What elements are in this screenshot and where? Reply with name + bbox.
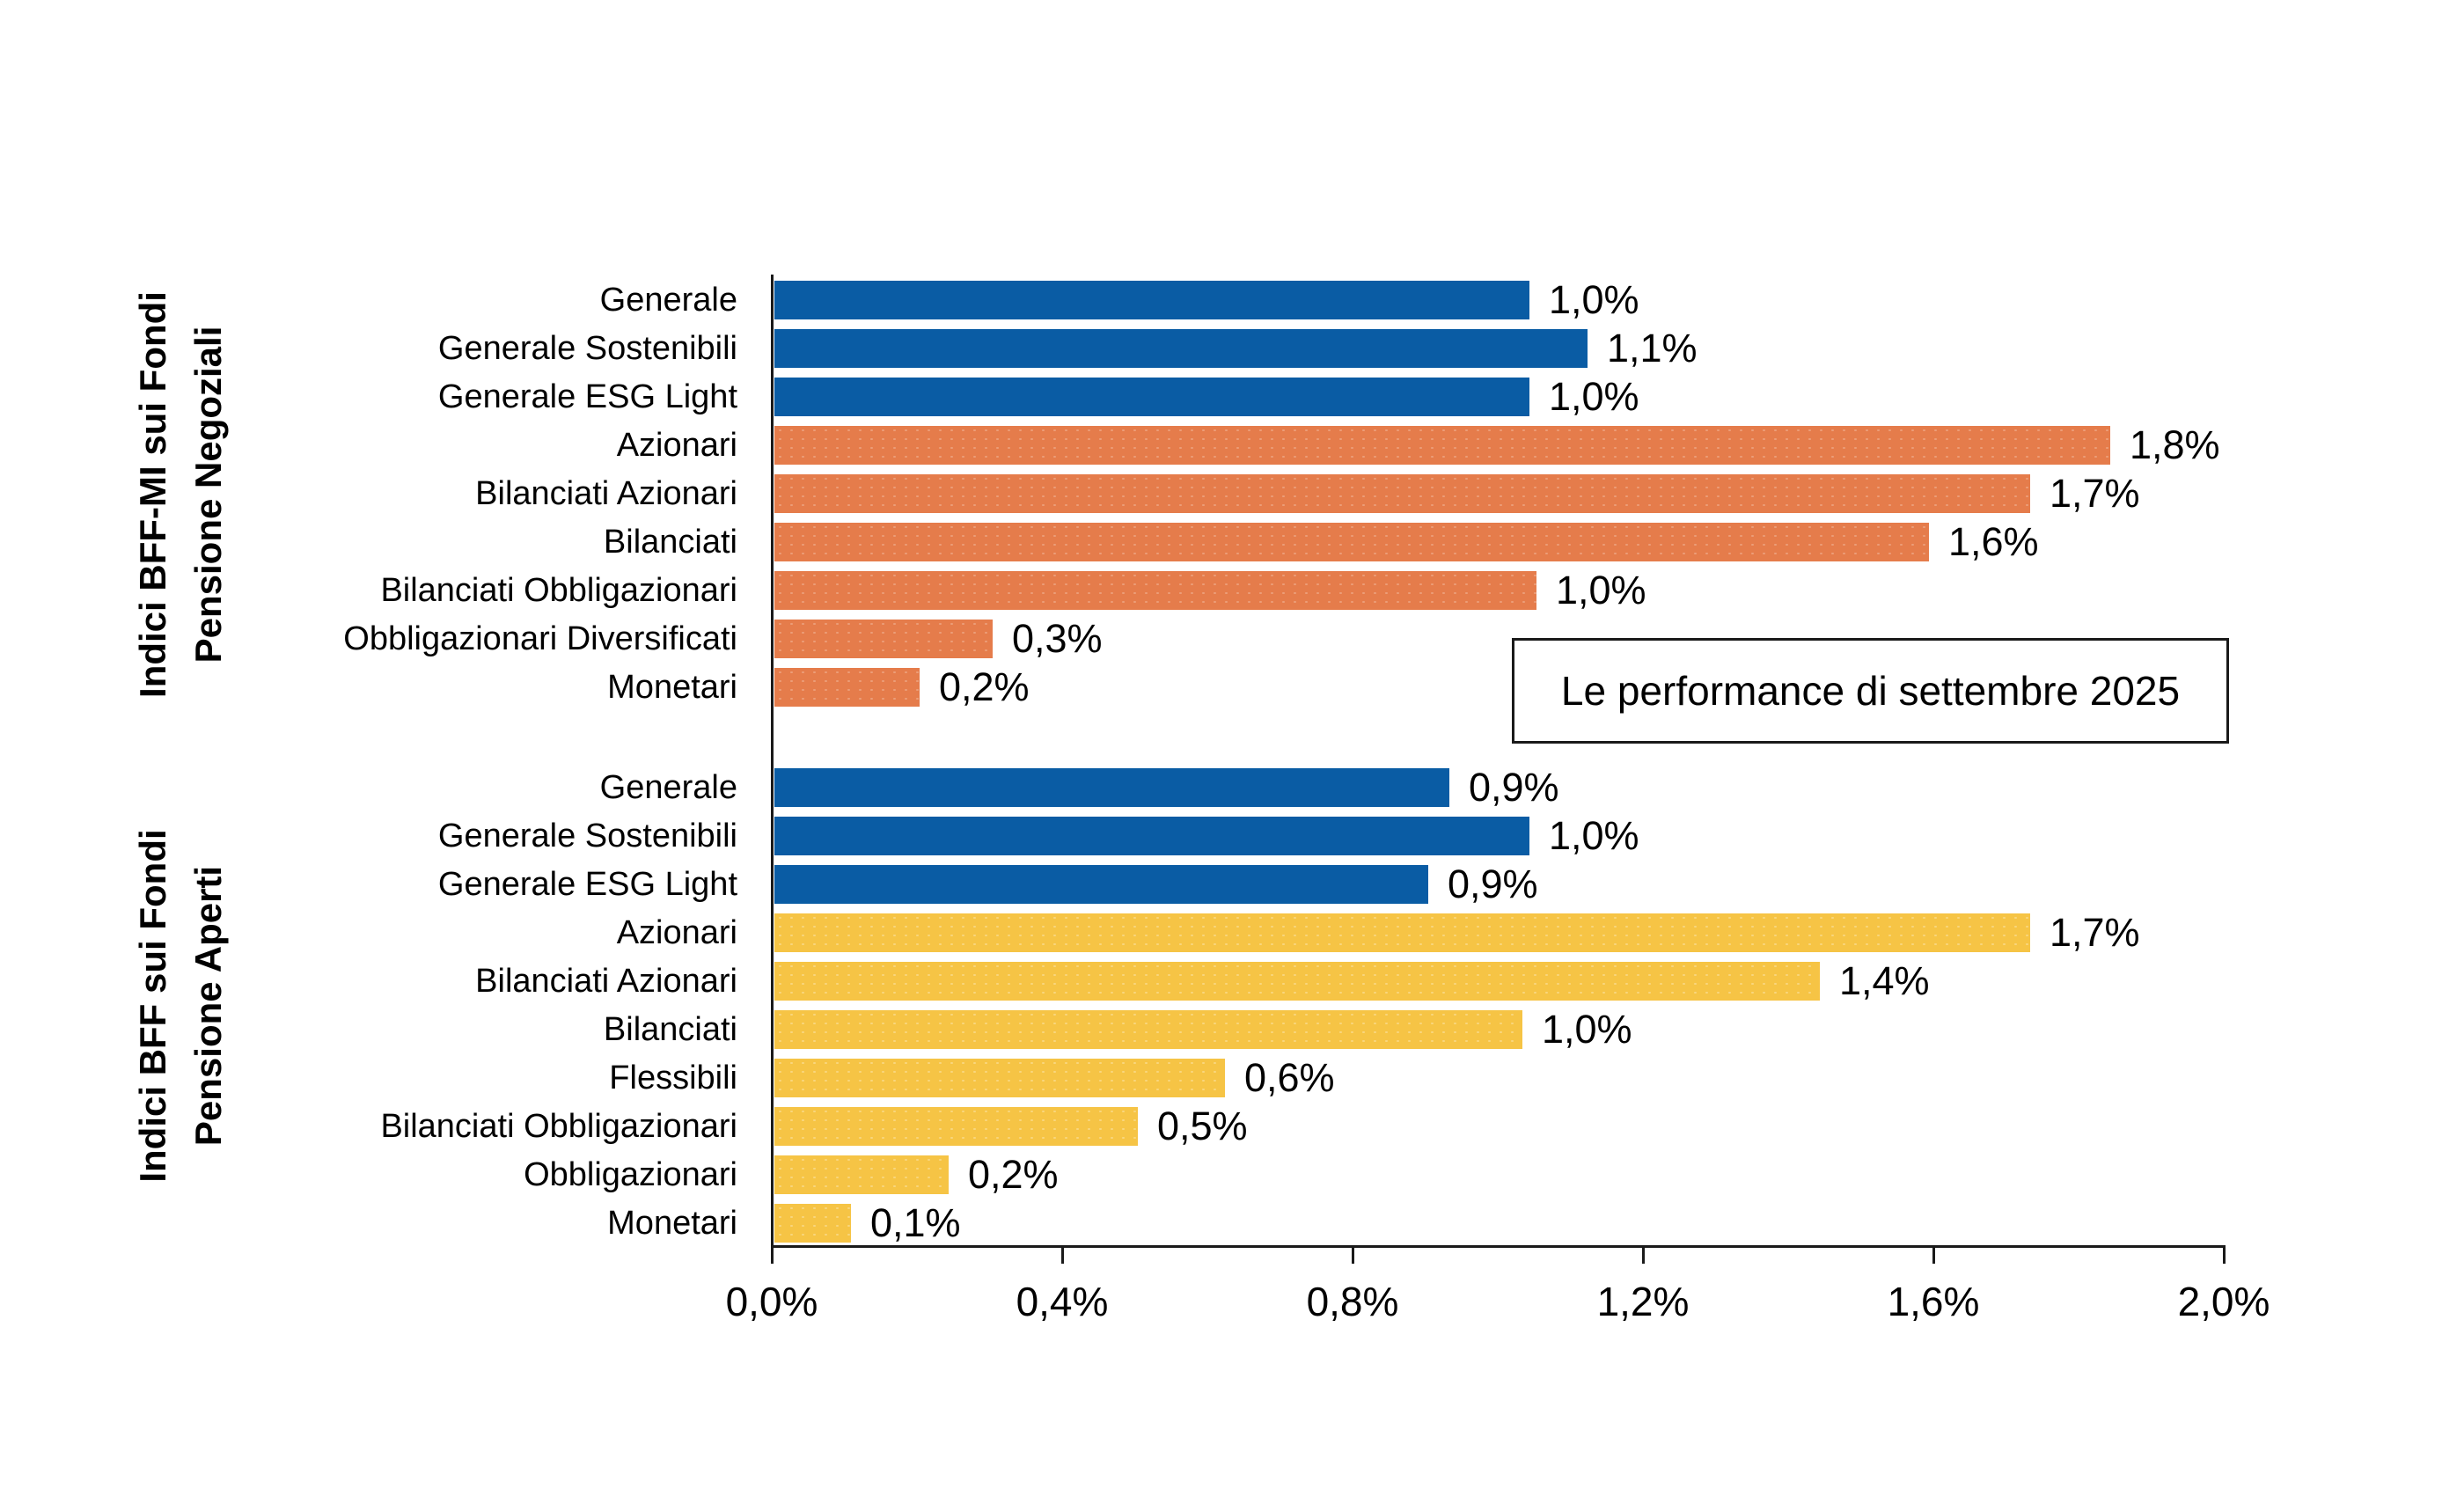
value-label: 1,6% [1948, 519, 2039, 564]
bar [774, 378, 1529, 416]
bar [774, 1155, 949, 1194]
value-label: 0,3% [1012, 616, 1103, 661]
category-label: Flessibili [609, 1060, 737, 1096]
category-label: Bilanciati Azionari [475, 963, 737, 1000]
value-label: 0,2% [968, 1152, 1059, 1197]
category-label: Monetari [607, 1205, 737, 1242]
value-label: 1,0% [1542, 1007, 1632, 1052]
x-axis-tick-label: 2,0% [2177, 1279, 2270, 1324]
value-label: 0,5% [1157, 1104, 1248, 1148]
bar [774, 865, 1428, 904]
category-label: Generale ESG Light [437, 866, 737, 903]
value-label: 0,9% [1469, 765, 1559, 810]
category-label: Bilanciati Obbligazionari [380, 572, 737, 609]
category-label: Bilanciati Obbligazionari [380, 1108, 737, 1145]
value-label: 0,6% [1244, 1055, 1335, 1100]
bar [774, 523, 1929, 561]
x-axis-tick-label: 1,2% [1596, 1279, 1690, 1324]
value-label: 1,0% [1556, 568, 1646, 612]
x-axis-tick [771, 1248, 774, 1264]
category-label: Obbligazionari Diversificati [343, 620, 737, 657]
x-axis-tick-label: 0,4% [1016, 1279, 1109, 1324]
bar [774, 329, 1588, 368]
category-label: Monetari [607, 669, 737, 706]
category-label: Azionari [616, 914, 737, 951]
value-label: 0,2% [939, 664, 1030, 709]
bar [774, 962, 1820, 1001]
value-label: 0,9% [1448, 862, 1538, 906]
value-label: 1,0% [1549, 277, 1639, 322]
bar [774, 817, 1529, 855]
y-axis-line [771, 275, 774, 1248]
value-label: 1,4% [1839, 958, 1930, 1003]
category-label: Generale ESG Light [437, 378, 737, 415]
bar [774, 571, 1536, 610]
x-axis-tick-label: 0,0% [725, 1279, 818, 1324]
value-label: 1,8% [2130, 422, 2220, 467]
bar [774, 913, 2030, 952]
category-label: Bilanciati [603, 1011, 737, 1048]
bar [774, 1204, 851, 1243]
category-label: Azionari [616, 427, 737, 464]
value-label: 1,1% [1607, 326, 1698, 370]
value-label: 1,7% [2050, 471, 2140, 516]
x-axis-tick [1642, 1248, 1645, 1264]
x-axis-tick-label: 0,8% [1306, 1279, 1399, 1324]
x-axis-tick [1061, 1248, 1064, 1264]
x-axis-line [771, 1245, 2226, 1248]
value-label: 0,1% [870, 1200, 961, 1245]
bar [774, 1010, 1522, 1049]
bar [774, 668, 920, 707]
category-label: Obbligazionari [524, 1156, 737, 1193]
category-label: Generale Sostenibili [437, 818, 737, 854]
bar [774, 281, 1529, 319]
category-label: Generale [599, 282, 737, 319]
value-label: 1,0% [1549, 813, 1639, 858]
category-label: Generale Sostenibili [437, 330, 737, 367]
category-label: Generale [599, 769, 737, 806]
x-axis-tick [1932, 1248, 1935, 1264]
category-label: Bilanciati [603, 524, 737, 561]
bar [774, 474, 2030, 513]
bar [774, 1059, 1225, 1097]
x-axis-tick-label: 1,6% [1887, 1279, 1980, 1324]
value-label: 1,0% [1549, 374, 1639, 419]
bar [774, 1107, 1138, 1146]
category-label: Bilanciati Azionari [475, 475, 737, 512]
value-label: 1,7% [2050, 910, 2140, 955]
bar [774, 426, 2110, 465]
x-axis-tick [1352, 1248, 1354, 1264]
annotation-text: Le performance di settembre 2025 [1560, 668, 2181, 714]
bar [774, 768, 1449, 807]
annotation-box: Le performance di settembre 2025 [1512, 638, 2229, 744]
x-axis-tick [2223, 1248, 2226, 1264]
bar [774, 620, 993, 658]
